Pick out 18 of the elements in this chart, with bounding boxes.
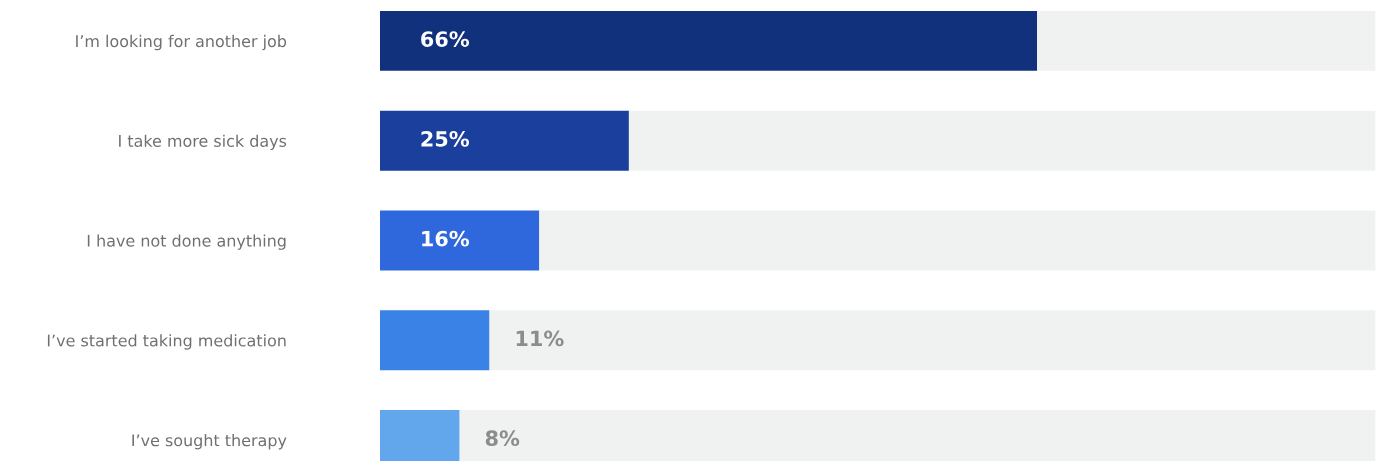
bar	[380, 110, 629, 171]
data-label: 16%	[422, 230, 470, 247]
y-tick-label: I have not done anything	[87, 234, 286, 250]
y-tick-label: I’m looking for another job	[76, 34, 287, 51]
bar	[539, 210, 1376, 271]
y-tick-label: I’ve started taking medication	[47, 334, 286, 350]
data-label: 8%	[485, 430, 520, 447]
data-label: 66%	[421, 31, 470, 47]
data-label: 11%	[516, 330, 564, 347]
bar	[380, 310, 490, 371]
bar	[380, 10, 1038, 71]
bar	[489, 310, 1376, 371]
data-label: 25%	[421, 130, 470, 147]
bar	[628, 110, 1376, 171]
y-tick-label: I’ve sought therapy	[132, 433, 287, 450]
bar	[1037, 10, 1376, 71]
y-tick-label: I take more sick days	[119, 134, 287, 151]
bar	[380, 210, 540, 271]
